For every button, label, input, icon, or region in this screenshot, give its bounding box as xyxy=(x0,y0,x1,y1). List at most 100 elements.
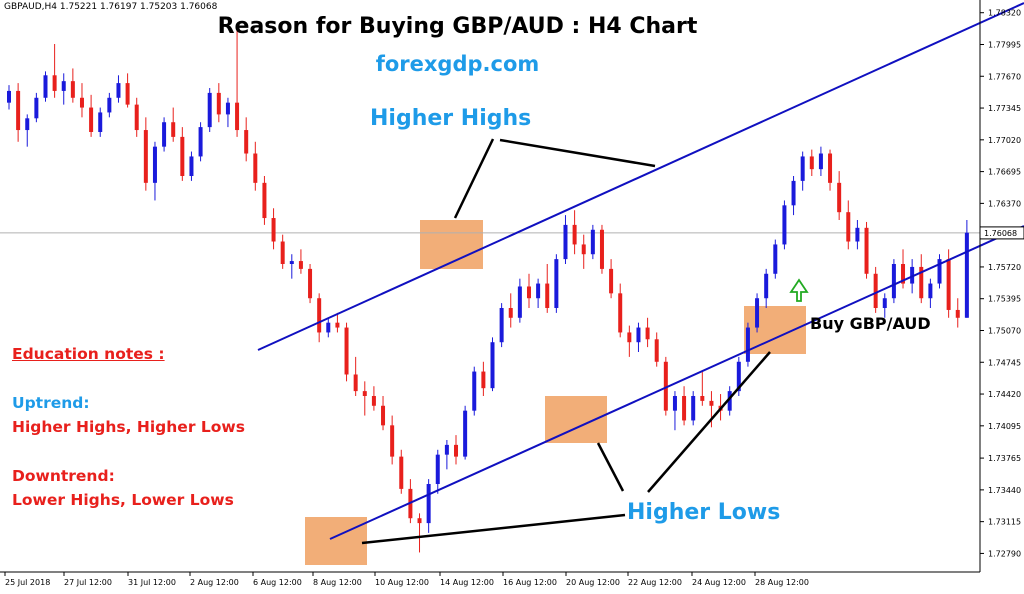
y-tick-label: 1.73765 xyxy=(988,454,1021,463)
candle-body xyxy=(846,212,851,242)
candle-body xyxy=(901,264,906,284)
candle-body xyxy=(34,97,39,119)
buy-label: Buy GBP/AUD xyxy=(810,314,931,333)
x-tick-label: 10 Aug 12:00 xyxy=(375,578,429,587)
candle-body xyxy=(317,298,322,333)
pointer-line-hh-2 xyxy=(499,138,656,168)
candle-body xyxy=(189,156,194,176)
candle-body xyxy=(536,283,541,299)
candle-body xyxy=(271,218,276,242)
candle-body xyxy=(417,518,422,524)
candle-body xyxy=(381,405,386,426)
candle-body xyxy=(964,232,969,318)
candle-body xyxy=(645,327,650,340)
candle-body xyxy=(225,102,230,115)
last-price-label: 1.76068 xyxy=(984,229,1017,238)
y-tick-label: 1.76695 xyxy=(988,168,1021,177)
candle-body xyxy=(891,264,896,299)
candle-body xyxy=(755,298,760,328)
candle-body xyxy=(289,261,294,264)
x-tick-label: 22 Aug 12:00 xyxy=(628,578,682,587)
candle-body xyxy=(937,259,942,284)
candle-body xyxy=(481,371,486,389)
candle-body xyxy=(454,444,459,457)
y-tick-label: 1.73440 xyxy=(988,486,1021,495)
candle-body xyxy=(490,342,495,389)
x-tick-label: 14 Aug 12:00 xyxy=(440,578,494,587)
candle-body xyxy=(499,308,504,343)
candle-body xyxy=(143,130,148,183)
candle-body xyxy=(426,484,431,524)
candle-body xyxy=(207,92,212,128)
candle-body xyxy=(773,244,778,274)
candle-body xyxy=(235,102,240,131)
candle-body xyxy=(873,273,878,308)
candle-body xyxy=(344,327,349,375)
candle-body xyxy=(745,327,750,362)
y-tick-label: 1.73115 xyxy=(988,518,1021,527)
candle-body xyxy=(326,322,331,333)
x-tick-label: 20 Aug 12:00 xyxy=(566,578,620,587)
candle-body xyxy=(882,298,887,308)
y-tick-label: 1.75070 xyxy=(988,326,1021,335)
candle-body xyxy=(828,153,833,183)
highlight-box-buy xyxy=(744,306,806,354)
candle-body xyxy=(563,224,568,260)
candle-body xyxy=(654,339,659,362)
uptrend-heading: Uptrend: xyxy=(12,394,90,412)
up-arrow-icon xyxy=(789,278,809,302)
higher-lows-label: Higher Lows xyxy=(627,500,781,525)
candle-body xyxy=(691,396,696,421)
upper-channel-line xyxy=(257,2,1024,351)
candle-body xyxy=(709,400,714,406)
candle-body xyxy=(855,227,860,242)
candle-body xyxy=(298,261,303,269)
candle-body xyxy=(70,81,75,98)
candle-body xyxy=(61,81,66,91)
uptrend-description: Higher Highs, Higher Lows xyxy=(12,418,245,436)
candle-body xyxy=(800,156,805,181)
candle-body xyxy=(390,425,395,457)
x-tick-label: 2 Aug 12:00 xyxy=(190,578,239,587)
highlight-box-low-2 xyxy=(545,396,607,443)
candle-body xyxy=(362,391,367,396)
candle-body xyxy=(764,273,769,299)
x-tick-label: 31 Jul 12:00 xyxy=(128,578,176,587)
candle-body xyxy=(79,97,84,108)
candle-body xyxy=(526,286,531,299)
symbol-info: GBPAUD,H4 1.75221 1.76197 1.75203 1.7606… xyxy=(4,2,218,12)
candle-body xyxy=(198,127,203,157)
candle-body xyxy=(107,97,112,113)
candle-body xyxy=(116,83,121,98)
candle-body xyxy=(444,444,449,455)
pointer-line-hl-3 xyxy=(647,351,771,493)
candle-body xyxy=(590,229,595,255)
candle-body xyxy=(98,112,103,132)
candle-body xyxy=(472,371,477,411)
candle-body xyxy=(353,374,358,392)
x-tick-label: 8 Aug 12:00 xyxy=(313,578,362,587)
higher-highs-label: Higher Highs xyxy=(370,106,532,131)
candle-body xyxy=(910,266,915,284)
highlight-box-low-1 xyxy=(305,517,367,565)
candle-body xyxy=(435,454,440,484)
candle-body xyxy=(162,122,167,147)
candle-body xyxy=(791,180,796,206)
candle-body xyxy=(864,227,869,274)
pointer-line-hl-2 xyxy=(596,442,625,492)
candle-body xyxy=(572,224,577,245)
candle-body xyxy=(152,146,157,183)
candle-body xyxy=(7,90,11,103)
candle-body xyxy=(946,259,951,310)
x-tick-label: 25 Jul 2018 xyxy=(5,578,50,587)
y-tick-label: 1.78320 xyxy=(988,9,1021,18)
candle-body xyxy=(663,361,668,411)
candle-body xyxy=(837,182,842,213)
candle-body xyxy=(517,286,522,318)
candle-body xyxy=(25,118,30,131)
candle-body xyxy=(89,107,94,132)
candle-body xyxy=(508,308,513,318)
candle-body xyxy=(818,153,823,170)
